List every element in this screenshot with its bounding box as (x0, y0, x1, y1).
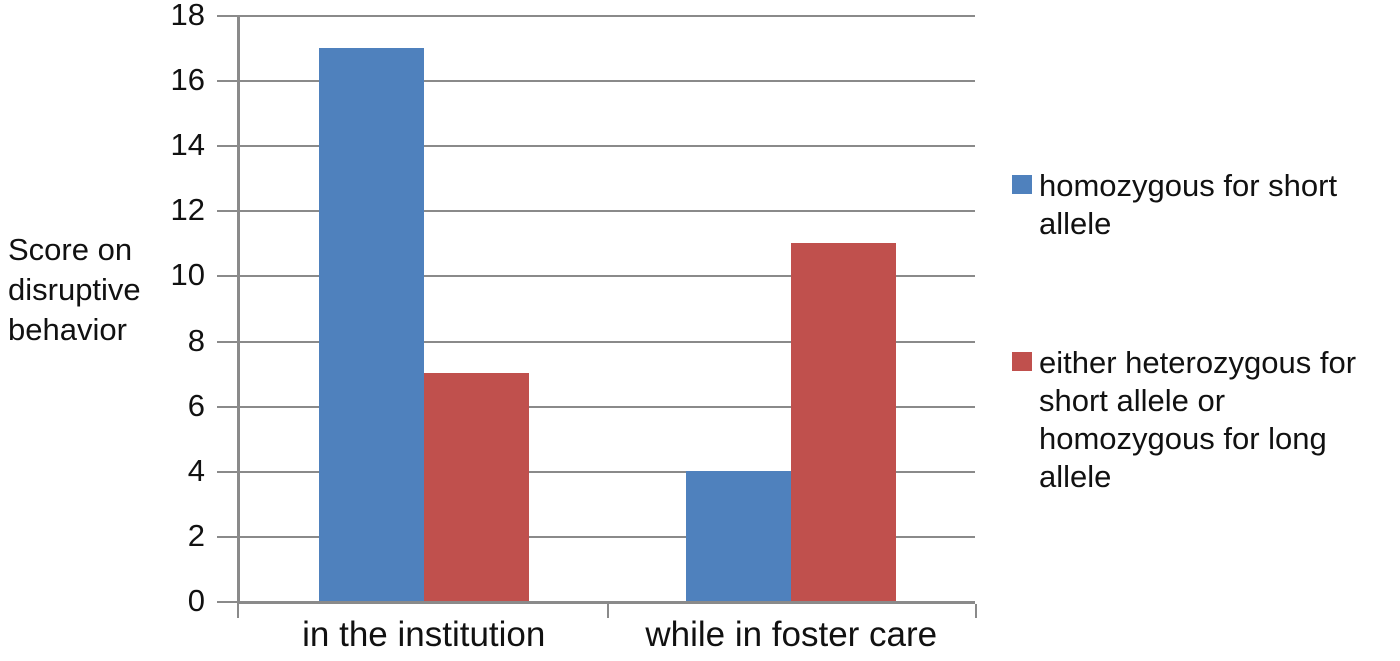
bars-layer (240, 15, 975, 601)
legend-swatch-icon (1012, 175, 1032, 194)
y-tick-10 (217, 275, 237, 278)
legend-item-1: either heterozygous for short allele or … (1012, 344, 1384, 496)
y-tick-label-4: 4 (187, 452, 205, 488)
gridline-4 (240, 470, 975, 473)
y-tick-14 (217, 145, 237, 148)
gridline-14 (240, 145, 975, 148)
y-tick-label-8: 8 (187, 322, 205, 358)
y-tick-16 (217, 80, 237, 83)
bar-series0-cat1 (686, 470, 792, 601)
y-tick-label-18: 18 (170, 0, 205, 32)
y-tick-label-0: 0 (187, 583, 205, 618)
y-tick-2 (217, 535, 237, 538)
plot-area: 0 2 4 6 8 10 12 14 16 18 in the institution while … (171, 0, 977, 654)
y-tick-label-2: 2 (187, 517, 205, 553)
y-tick-label-16: 16 (170, 62, 205, 98)
y-tick-8 (217, 340, 237, 343)
y-tick-0 (217, 601, 237, 603)
gridline-8 (240, 340, 975, 343)
legend-swatch-icon (1012, 352, 1032, 371)
legend: homozygous for short allele either hetero… (1012, 167, 1384, 496)
x-category-label-1: while in foster care (645, 615, 938, 654)
bar-series1-cat1 (791, 242, 897, 601)
y-axis-title: Score on disruptive behavior (8, 232, 141, 347)
gridline-10 (240, 275, 975, 278)
y-tick-12 (217, 210, 237, 213)
gridline-2 (240, 535, 975, 538)
legend-item-0: homozygous for short allele (1012, 167, 1384, 243)
legend-label-0: homozygous for short allele (1039, 168, 1338, 241)
legend-label-1: either heterozygous for short allele or … (1039, 345, 1357, 494)
bar-group-1 (608, 15, 976, 601)
y-tick-4 (217, 470, 237, 473)
gridline-16 (240, 80, 975, 83)
y-tick-6 (217, 405, 237, 408)
bar-group-0 (240, 15, 608, 601)
y-tick-label-12: 12 (170, 192, 205, 228)
gridline-18 (240, 15, 975, 17)
bar-series0-cat0 (318, 47, 424, 601)
y-tick-18 (217, 15, 237, 17)
gridline-6 (240, 405, 975, 408)
y-tick-label-6: 6 (187, 387, 205, 423)
x-tick-0 (237, 604, 239, 618)
x-category-label-0: in the institution (302, 615, 546, 654)
x-tick-2 (975, 604, 977, 618)
x-tick-1 (606, 604, 609, 618)
gridline-12 (240, 210, 975, 213)
y-tick-label-14: 14 (170, 127, 205, 163)
y-tick-label-10: 10 (170, 257, 205, 293)
bar-series1-cat0 (423, 373, 529, 601)
